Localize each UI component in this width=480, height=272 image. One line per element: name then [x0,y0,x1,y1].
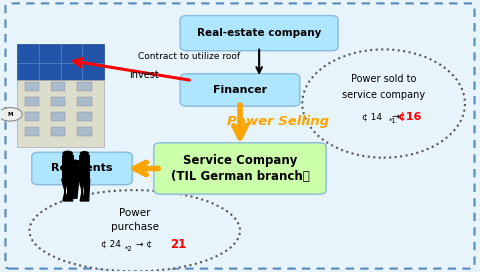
Bar [77,112,92,121]
Bar [51,82,65,91]
Ellipse shape [29,190,240,271]
Bar [24,82,39,91]
FancyBboxPatch shape [180,74,300,106]
Text: → ¢: → ¢ [136,240,152,249]
Circle shape [62,150,73,157]
Text: Financer: Financer [213,85,267,95]
Polygon shape [71,181,75,198]
FancyBboxPatch shape [154,143,326,194]
Circle shape [0,108,22,121]
Text: *2: *2 [125,246,133,252]
Text: →: → [392,112,400,122]
FancyBboxPatch shape [32,152,132,185]
Text: Power: Power [119,208,150,218]
Circle shape [80,151,89,156]
FancyBboxPatch shape [5,4,475,268]
Bar [51,112,65,121]
Circle shape [69,160,81,166]
Polygon shape [62,179,68,201]
Text: service company: service company [342,90,425,100]
Bar [77,82,92,91]
Text: invest: invest [130,70,159,80]
Bar [79,155,90,179]
Text: Residents: Residents [51,163,113,174]
FancyBboxPatch shape [17,44,104,80]
Text: ¢ 14: ¢ 14 [361,113,382,122]
Text: Real-estate company: Real-estate company [197,28,321,38]
Text: Power Selling: Power Selling [227,115,329,128]
Bar [24,112,39,121]
Text: ¢16: ¢16 [398,112,421,122]
Polygon shape [84,179,90,201]
FancyBboxPatch shape [180,16,338,51]
Ellipse shape [302,50,465,158]
Text: Power sold to: Power sold to [351,74,416,84]
FancyBboxPatch shape [17,80,104,147]
Bar [71,166,79,181]
Text: purchase: purchase [111,222,159,232]
Bar [62,155,74,179]
Text: ¢ 24: ¢ 24 [101,240,120,249]
Bar [51,97,65,106]
Text: 21: 21 [169,238,186,251]
Text: *1: *1 [388,118,396,124]
Text: Service Company
(TIL German branch）: Service Company (TIL German branch） [170,154,310,183]
Bar [24,97,39,106]
Polygon shape [79,179,84,201]
Polygon shape [75,181,79,198]
Bar [24,126,39,136]
Bar [77,126,92,136]
Polygon shape [68,179,74,201]
Text: Contract to utilize roof: Contract to utilize roof [138,52,240,61]
Text: M: M [8,112,13,117]
Bar [51,126,65,136]
Bar [77,97,92,106]
